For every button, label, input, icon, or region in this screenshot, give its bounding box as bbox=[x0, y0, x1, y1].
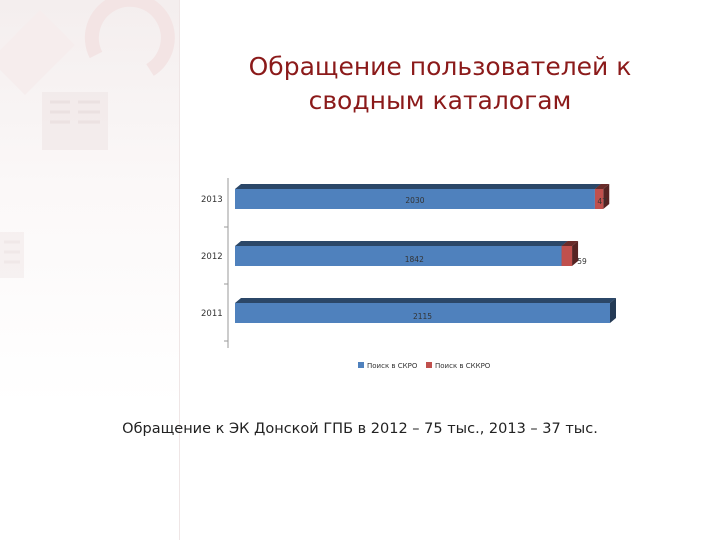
arc-icon bbox=[84, 0, 175, 76]
bar-side-2012-1 bbox=[572, 241, 579, 266]
bar-2013-1 bbox=[594, 189, 604, 209]
legend-label-0: Поиск в СКРО bbox=[367, 362, 418, 370]
data-label-2012-0: 1842 bbox=[405, 255, 424, 264]
stacked-bar-chart: 2013 2030 47 2012 1842 59 2011 2115 Поиск в СКРО… bbox=[201, 178, 616, 370]
panel-divider bbox=[179, 0, 180, 540]
legend-label-1: Поиск в СККРО bbox=[435, 362, 491, 370]
bar-2012-0 bbox=[235, 246, 562, 266]
bar-side-2011-0 bbox=[610, 298, 616, 323]
book-icon bbox=[42, 92, 108, 150]
slide-title: Обращение пользователей к сводным катало… bbox=[248, 52, 632, 115]
bar-2011-0 bbox=[235, 303, 610, 323]
y-tick-label-2011: 2011 bbox=[201, 309, 223, 319]
bar-side-2013-1 bbox=[603, 184, 610, 209]
book-icon-small bbox=[0, 232, 24, 278]
data-label-2011-0: 2115 bbox=[413, 312, 432, 321]
bar-top-2013-1 bbox=[594, 184, 610, 189]
slide-footnote: Обращение к ЭК Донской ГПБ в 2012 – 75 т… bbox=[122, 421, 598, 437]
bar-top-2012-1 bbox=[561, 241, 579, 246]
data-label-2012-1: 59 bbox=[577, 257, 587, 266]
arrow-shape-icon bbox=[0, 10, 75, 95]
y-tick-label-2013: 2013 bbox=[201, 195, 223, 205]
bar-2013-0 bbox=[235, 189, 595, 209]
data-label-2013-1: 47 bbox=[597, 197, 607, 206]
decorative-book-icons bbox=[0, 0, 175, 278]
bar-top-2013-0 bbox=[235, 184, 601, 189]
legend-swatch-0 bbox=[358, 362, 364, 368]
y-tick-label-2012: 2012 bbox=[201, 252, 223, 262]
bar-2012-1 bbox=[561, 246, 573, 266]
bar-top-2011-0 bbox=[235, 298, 616, 303]
legend-swatch-1 bbox=[426, 362, 432, 368]
data-label-2013-0: 2030 bbox=[405, 196, 424, 205]
bar-top-2012-0 bbox=[235, 241, 568, 246]
